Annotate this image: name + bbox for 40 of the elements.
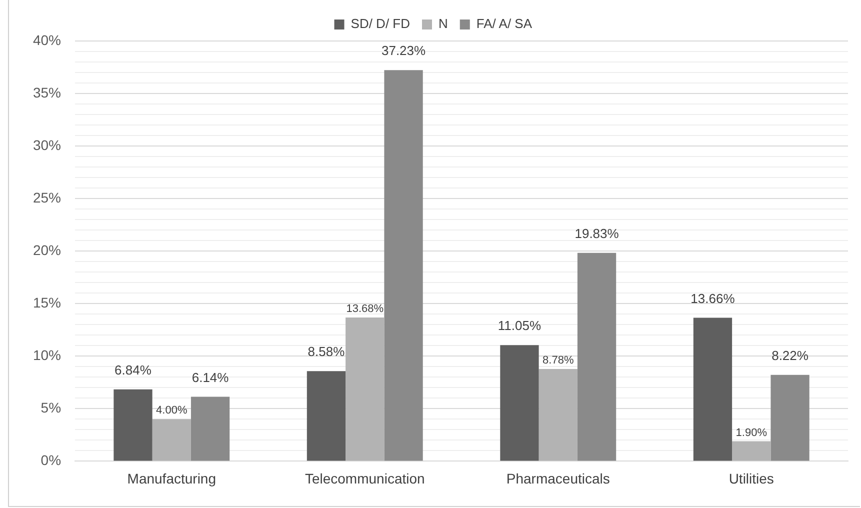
y-tick-label: 15% bbox=[32, 294, 62, 310]
data-label: 1.90% bbox=[736, 426, 768, 439]
y-tick-label: 30% bbox=[32, 136, 62, 153]
bar bbox=[190, 396, 230, 461]
y-tick-label: 10% bbox=[32, 347, 62, 364]
legend-label: N bbox=[438, 16, 448, 32]
bar bbox=[732, 441, 771, 461]
data-label: 4.00% bbox=[156, 404, 188, 417]
y-tick-label: 5% bbox=[40, 400, 62, 416]
data-label: 8.58% bbox=[308, 344, 346, 360]
data-label: 8.78% bbox=[542, 354, 574, 366]
y-tick-label: 40% bbox=[32, 32, 62, 48]
data-label: 13.66% bbox=[690, 290, 736, 306]
bar bbox=[346, 317, 384, 461]
data-label: 13.68% bbox=[346, 303, 384, 316]
bar bbox=[114, 389, 152, 461]
y-tick-label: 0% bbox=[40, 452, 62, 468]
data-label: 37.23% bbox=[381, 43, 426, 58]
data-label: 8.22% bbox=[772, 348, 809, 363]
bar bbox=[306, 371, 346, 461]
x-tick-label: Telecommunication bbox=[304, 470, 425, 486]
bar bbox=[577, 252, 616, 461]
bar bbox=[152, 419, 191, 461]
legend-label: FA/ A/ SA bbox=[476, 16, 532, 32]
x-tick-label: Pharmaceuticals bbox=[506, 470, 610, 486]
bar bbox=[770, 374, 810, 461]
legend-label: SD/ D/ FD bbox=[350, 16, 410, 32]
y-tick-label: 20% bbox=[32, 242, 62, 258]
y-tick-label: 35% bbox=[32, 84, 62, 100]
bar bbox=[538, 368, 578, 461]
bar bbox=[693, 318, 732, 461]
y-tick-label: 25% bbox=[32, 189, 62, 206]
data-label: 6.14% bbox=[192, 370, 230, 385]
data-label: 6.84% bbox=[114, 362, 152, 378]
data-label: 19.83% bbox=[574, 226, 620, 241]
x-tick-label: Manufacturing bbox=[127, 470, 216, 486]
bar bbox=[384, 70, 423, 461]
x-tick-label: Utilities bbox=[728, 470, 774, 486]
bar bbox=[500, 345, 539, 461]
data-label: 11.05% bbox=[498, 318, 542, 334]
